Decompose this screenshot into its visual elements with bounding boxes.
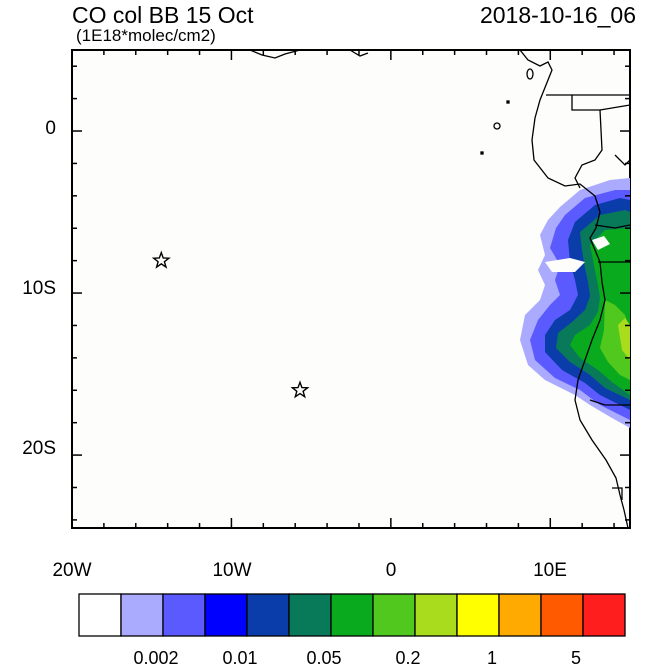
lon-label-10w: 10W bbox=[212, 560, 252, 581]
map-title: CO col BB 15 Oct bbox=[72, 2, 254, 28]
coastline bbox=[249, 49, 631, 529]
colorbar-label: 0.002 bbox=[133, 648, 179, 668]
lon-label-10e: 10E bbox=[533, 560, 567, 581]
co-plume bbox=[520, 178, 630, 428]
lon-label-0: 0 bbox=[385, 560, 397, 581]
colorbar-label: 1 bbox=[486, 648, 497, 668]
colorbar-label: 5 bbox=[570, 648, 581, 668]
colorbar-swatch bbox=[120, 593, 164, 637]
star-marker-icon bbox=[151, 250, 171, 269]
map-units: (1E18*molec/cm2) bbox=[76, 26, 216, 45]
colorbar-swatch bbox=[456, 593, 500, 637]
colorbar-swatch bbox=[246, 593, 290, 637]
colorbar-swatch bbox=[414, 593, 458, 637]
colorbar-label: 0.05 bbox=[306, 648, 342, 668]
colorbar-label: 0.2 bbox=[395, 648, 421, 668]
marker-layer bbox=[151, 250, 310, 399]
colorbar-swatch bbox=[582, 593, 626, 637]
map-frame bbox=[71, 49, 631, 529]
colorbar bbox=[78, 593, 626, 637]
colorbar-swatch bbox=[372, 593, 416, 637]
colorbar-label: 0.01 bbox=[222, 648, 258, 668]
colorbar-swatch bbox=[498, 593, 542, 637]
lat-label-0: 0 bbox=[45, 118, 56, 139]
valid-datetime: 2018-10-16_06 bbox=[479, 2, 636, 28]
lat-label-10s: 10S bbox=[22, 278, 56, 299]
colorbar-swatch bbox=[330, 593, 374, 637]
colorbar-swatch bbox=[204, 593, 248, 637]
lat-label-20s: 20S bbox=[22, 438, 56, 459]
lon-label-20w: 20W bbox=[52, 560, 92, 581]
star-marker-icon bbox=[290, 380, 310, 399]
colorbar-swatch bbox=[78, 593, 122, 637]
colorbar-swatch bbox=[162, 593, 206, 637]
colorbar-swatch bbox=[540, 593, 584, 637]
axis-ticks bbox=[71, 50, 630, 528]
colorbar-swatch bbox=[288, 593, 332, 637]
